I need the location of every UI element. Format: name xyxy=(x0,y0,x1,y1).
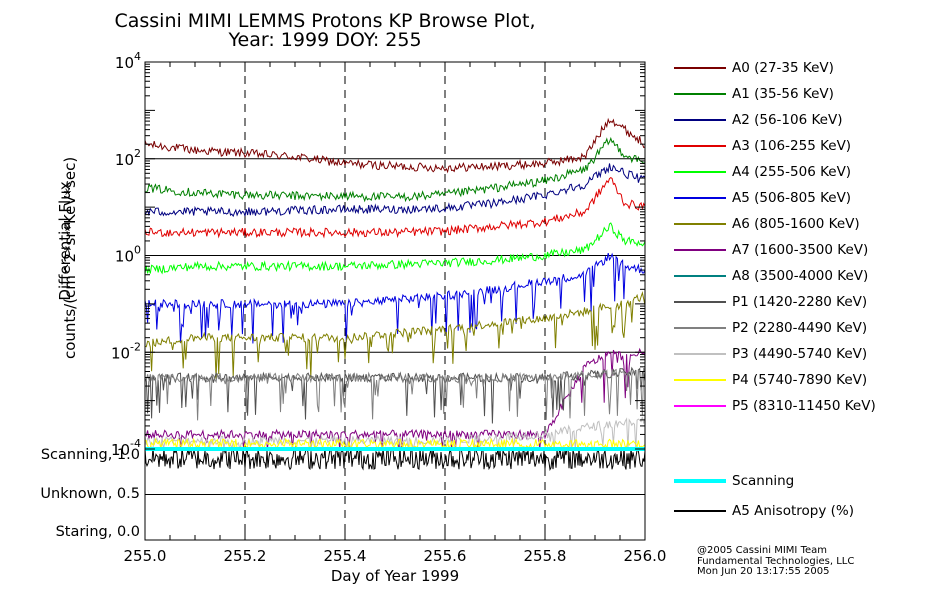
legend-item-11: P3 (4490-5740 KeV) xyxy=(674,344,867,364)
x-tick-label-2: 255.4 xyxy=(324,547,367,565)
legend-label-5: A5 (506-805 KeV) xyxy=(732,190,852,206)
series-line-3 xyxy=(144,176,646,239)
legend-swatch-10 xyxy=(674,327,726,329)
status-label-staring: Staring, 0.0 xyxy=(55,524,140,540)
y-tick-label-3: 10-2 xyxy=(111,340,141,362)
legend-label-13: P5 (8310-11450 KeV) xyxy=(732,398,876,414)
y-tick-label-4: 10-4 xyxy=(111,437,141,459)
legend-label-7: A7 (1600-3500 KeV) xyxy=(732,242,869,258)
grid-lines xyxy=(145,62,645,540)
tick-labels: 104 102 100 10-2 10-4 255.0 255.2 255.4 255.6 255… xyxy=(111,50,667,565)
legend-label-6: A6 (805-1600 KeV) xyxy=(732,216,860,232)
legend-swatch-11 xyxy=(674,353,726,355)
series-lines xyxy=(144,117,646,451)
legend-label-2: A2 (56-106 KeV) xyxy=(732,112,843,128)
y-axis-label-line2: counts/(cm^2*sr*KeV*sec) xyxy=(61,156,79,359)
y-tick-label-1: 102 xyxy=(115,147,141,169)
series-line-10 xyxy=(144,367,646,421)
x-tick-label-5: 256.0 xyxy=(624,547,667,565)
series-line-7 xyxy=(144,347,646,450)
legend-item-8: A8 (3500-4000 KeV) xyxy=(674,266,868,286)
series-line-5 xyxy=(144,252,646,344)
legend-item-1: A1 (35-56 KeV) xyxy=(674,84,834,104)
legend-swatch-0 xyxy=(674,67,726,69)
legend-swatch-6 xyxy=(674,223,726,225)
legend-label-4: A4 (255-506 KeV) xyxy=(732,164,852,180)
x-tick-label-0: 255.0 xyxy=(124,547,167,565)
y-tick-label-2: 100 xyxy=(115,244,141,266)
y-tick-label-0: 104 xyxy=(115,50,141,72)
legend-item-5: A5 (506-805 KeV) xyxy=(674,188,851,208)
legend-item-2: A2 (56-106 KeV) xyxy=(674,110,842,130)
legend-item-9: P1 (1420-2280 KeV) xyxy=(674,292,867,312)
x-tick-label-4: 255.8 xyxy=(524,547,567,565)
legend-item-12: P4 (5740-7890 KeV) xyxy=(674,370,867,390)
credits: @2005 Cassini MIMI Team Fundamental Tech… xyxy=(697,545,855,578)
legend-swatch-4 xyxy=(674,171,726,173)
legend-swatch-2 xyxy=(674,119,726,121)
plot-frame xyxy=(144,61,646,541)
legend-label-0: A0 (27-35 KeV) xyxy=(732,60,834,76)
status-label-scanning: Scanning, 1.0 xyxy=(40,447,140,463)
legend-item-4: A4 (255-506 KeV) xyxy=(674,162,851,182)
credit-line-2: Fundamental Technologies, LLC xyxy=(697,555,855,567)
series-line-2 xyxy=(144,163,646,218)
credit-line-3: Mon Jun 20 13:17:55 2005 xyxy=(697,566,830,577)
legend-item-10: P2 (2280-4490 KeV) xyxy=(674,318,867,338)
legend-label-8: A8 (3500-4000 KeV) xyxy=(732,268,869,284)
series-line-1 xyxy=(144,136,646,203)
legend-swatch-8 xyxy=(674,275,726,277)
x-axis-label: Day of Year 1999 xyxy=(330,567,460,585)
legend-label-scanning: Scanning xyxy=(732,473,795,489)
anisotropy-line xyxy=(144,446,646,471)
legend-label-10: P2 (2280-4490 KeV) xyxy=(732,320,868,336)
legend-swatch-7 xyxy=(674,249,726,251)
legend-label-1: A1 (35-56 KeV) xyxy=(732,86,834,102)
legend-label-9: P1 (1420-2280 KeV) xyxy=(732,294,868,310)
legend-item-3: A3 (106-255 KeV) xyxy=(674,136,851,156)
legend-label-12: P4 (5740-7890 KeV) xyxy=(732,372,868,388)
chart-subtitle: Year: 1999 DOY: 255 xyxy=(228,29,422,51)
legend-item-13: P5 (8310-11450 KeV) xyxy=(674,396,876,416)
legend-swatch-1 xyxy=(674,93,726,95)
legend-swatch-scanning xyxy=(674,479,726,483)
legend-item-6: A6 (805-1600 KeV) xyxy=(674,214,860,234)
legend-swatch-12 xyxy=(674,379,726,381)
status-label-unknown: Unknown, 0.5 xyxy=(40,486,140,502)
legend-item-0: A0 (27-35 KeV) xyxy=(674,58,834,78)
plot-border xyxy=(144,61,646,541)
x-tick-label-1: 255.2 xyxy=(224,547,267,565)
legend-swatch-3 xyxy=(674,145,726,147)
x-tick-label-3: 255.6 xyxy=(424,547,467,565)
series-line-11 xyxy=(144,416,646,450)
series-line-0 xyxy=(144,117,646,174)
legend-swatch-5 xyxy=(674,197,726,199)
legend-swatch-anisotropy xyxy=(674,510,726,512)
legend-item-7: A7 (1600-3500 KeV) xyxy=(674,240,868,260)
credit-line-1: @2005 Cassini MIMI Team xyxy=(697,545,827,556)
series-line-6 xyxy=(144,291,646,380)
legend-item-scanning: Scanning xyxy=(674,471,794,491)
legend-label-11: P3 (4490-5740 KeV) xyxy=(732,346,868,362)
legend-swatch-9 xyxy=(674,301,726,303)
chart-title: Cassini MIMI LEMMS Protons KP Browse Plo… xyxy=(114,10,536,32)
legend-item-anisotropy: A5 Anisotropy (%) xyxy=(674,501,854,521)
series-line-4 xyxy=(144,222,646,275)
status-panel xyxy=(144,446,646,495)
legend-label-anisotropy: A5 Anisotropy (%) xyxy=(732,503,854,519)
legend-swatch-13 xyxy=(674,405,726,407)
legend-label-3: A3 (106-255 KeV) xyxy=(732,138,852,154)
